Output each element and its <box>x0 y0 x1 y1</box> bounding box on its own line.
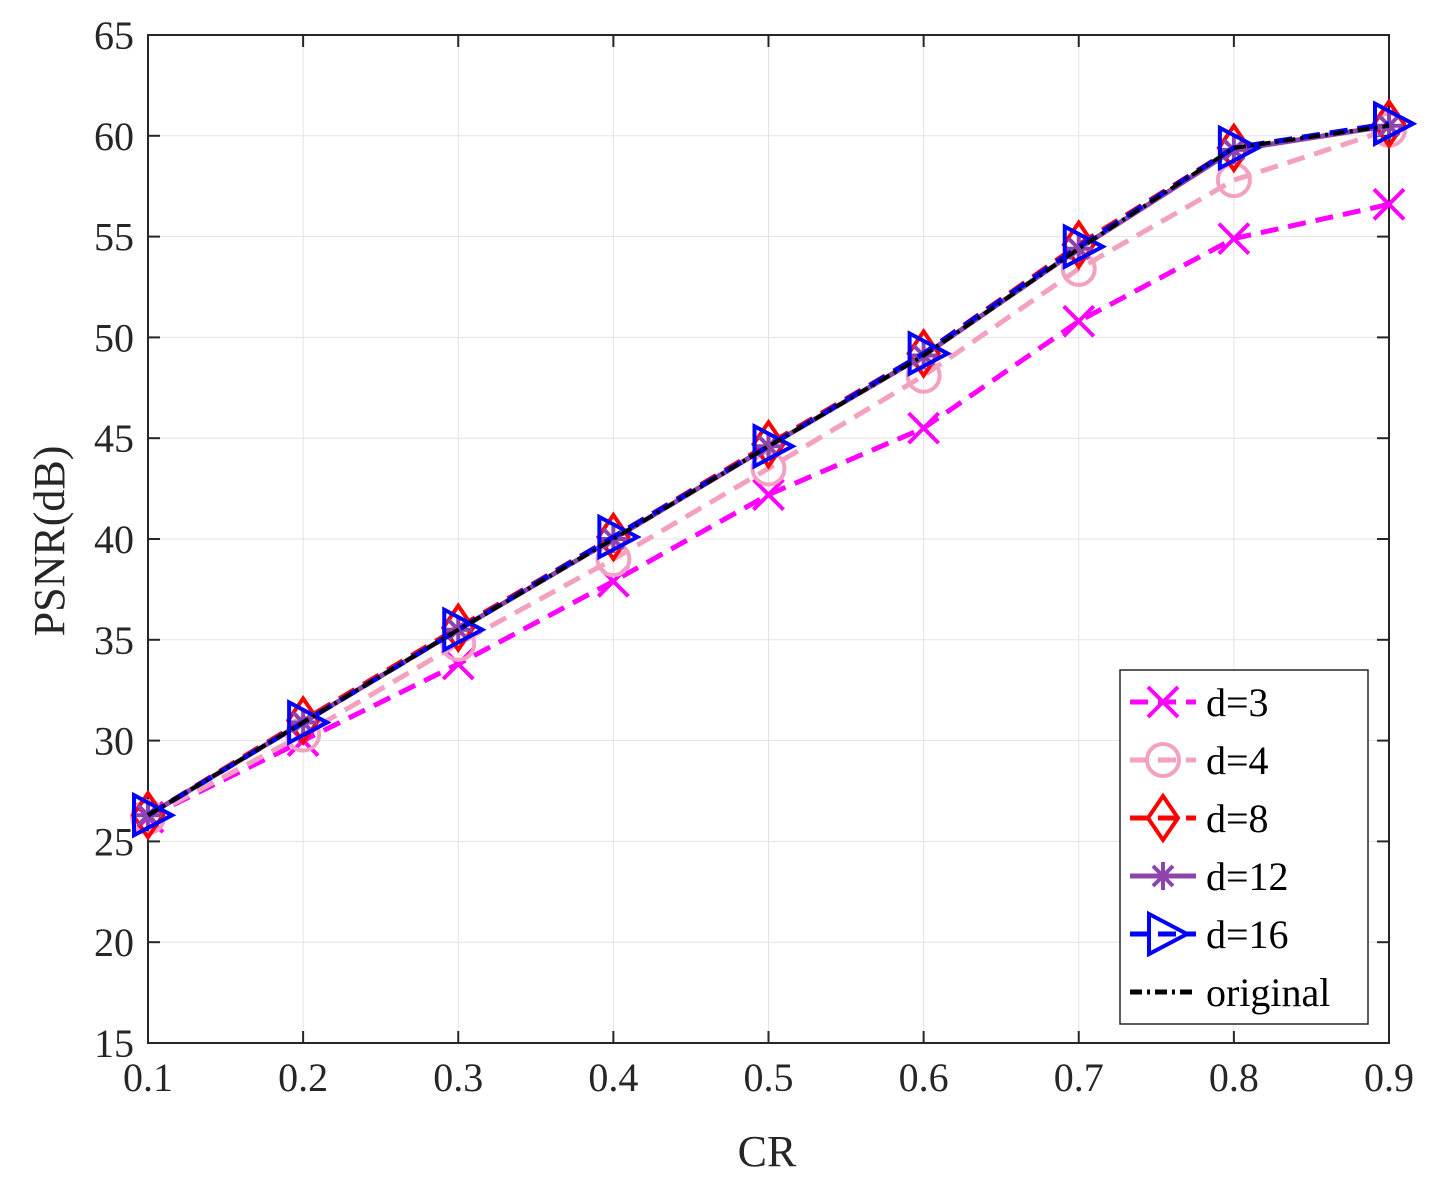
x-tick-label: 0.1 <box>123 1055 173 1100</box>
legend-label: d=16 <box>1206 912 1289 957</box>
legend-swatch-marker <box>1145 742 1181 778</box>
x-tick-label: 0.6 <box>899 1055 949 1100</box>
legend-label: d=3 <box>1206 680 1269 725</box>
data-point <box>907 411 941 445</box>
data-point <box>1062 223 1108 270</box>
y-tick-label: 40 <box>94 517 134 562</box>
legend-swatch-marker <box>1145 792 1181 844</box>
data-point <box>1372 187 1406 221</box>
data-point <box>1217 124 1263 172</box>
y-tick-label: 50 <box>94 315 134 360</box>
x-tick-label: 0.7 <box>1054 1055 1104 1100</box>
x-axis-label: CR <box>738 1127 797 1176</box>
data-point <box>287 699 332 746</box>
y-tick-label: 65 <box>94 13 134 58</box>
data-point <box>1062 304 1096 338</box>
series-line <box>146 201 1390 820</box>
x-tick-label: 0.5 <box>744 1055 794 1100</box>
data-point <box>1373 100 1418 148</box>
legend-swatch-marker <box>1146 685 1180 719</box>
y-tick-label: 45 <box>94 416 134 461</box>
y-tick-label: 15 <box>94 1021 134 1066</box>
legend-swatch-marker <box>1149 862 1177 890</box>
legend-item: d=4 <box>1130 738 1269 783</box>
data-point <box>907 330 952 377</box>
series-group <box>130 98 1418 841</box>
y-tick-label: 60 <box>94 114 134 159</box>
legend-label: d=4 <box>1206 738 1269 783</box>
series-line <box>146 121 1390 818</box>
legend-label: d=8 <box>1206 796 1269 841</box>
y-tick-label: 20 <box>94 920 134 965</box>
legend-label: original <box>1206 970 1330 1015</box>
plot-frame <box>147 34 1390 1044</box>
x-tick-label: 0.8 <box>1209 1055 1259 1100</box>
x-tick-label: 0.4 <box>588 1055 638 1100</box>
series-d=16 <box>132 100 1418 839</box>
legend-swatch-marker <box>1147 910 1192 958</box>
data-point <box>1215 162 1252 199</box>
data-point <box>597 513 642 561</box>
data-point <box>752 422 797 470</box>
legend: d=3 d=4 d=8 d=12 d=16 original <box>1119 669 1369 1025</box>
data-point <box>442 606 487 654</box>
data-point <box>1217 222 1251 256</box>
x-tick-label: 0.2 <box>278 1055 328 1100</box>
y-axis-label: PSNR(dB) <box>25 446 74 637</box>
legend-item: d=16 <box>1130 910 1289 958</box>
tick-labels: 0.1 0.2 0.3 0.4 0.5 0.6 0.7 0.8 0.9 15 20 25 30 35 40 4… <box>94 13 1414 1100</box>
legend-item: d=12 <box>1130 854 1289 899</box>
y-tick-label: 55 <box>94 215 134 260</box>
x-tick-label: 0.9 <box>1364 1055 1414 1100</box>
legend-item: d=3 <box>1130 680 1269 725</box>
legend-box <box>1119 669 1369 1025</box>
data-point <box>754 432 783 461</box>
y-tick-label: 35 <box>94 618 134 663</box>
legend-item: original <box>1130 970 1330 1015</box>
legend-item: d=8 <box>1130 792 1269 844</box>
legend-label: d=12 <box>1206 854 1289 899</box>
y-tick-label: 25 <box>94 819 134 864</box>
x-tick-label: 0.3 <box>433 1055 483 1100</box>
y-tick-label: 30 <box>94 719 134 764</box>
data-point <box>132 791 177 839</box>
data-point <box>752 478 785 512</box>
